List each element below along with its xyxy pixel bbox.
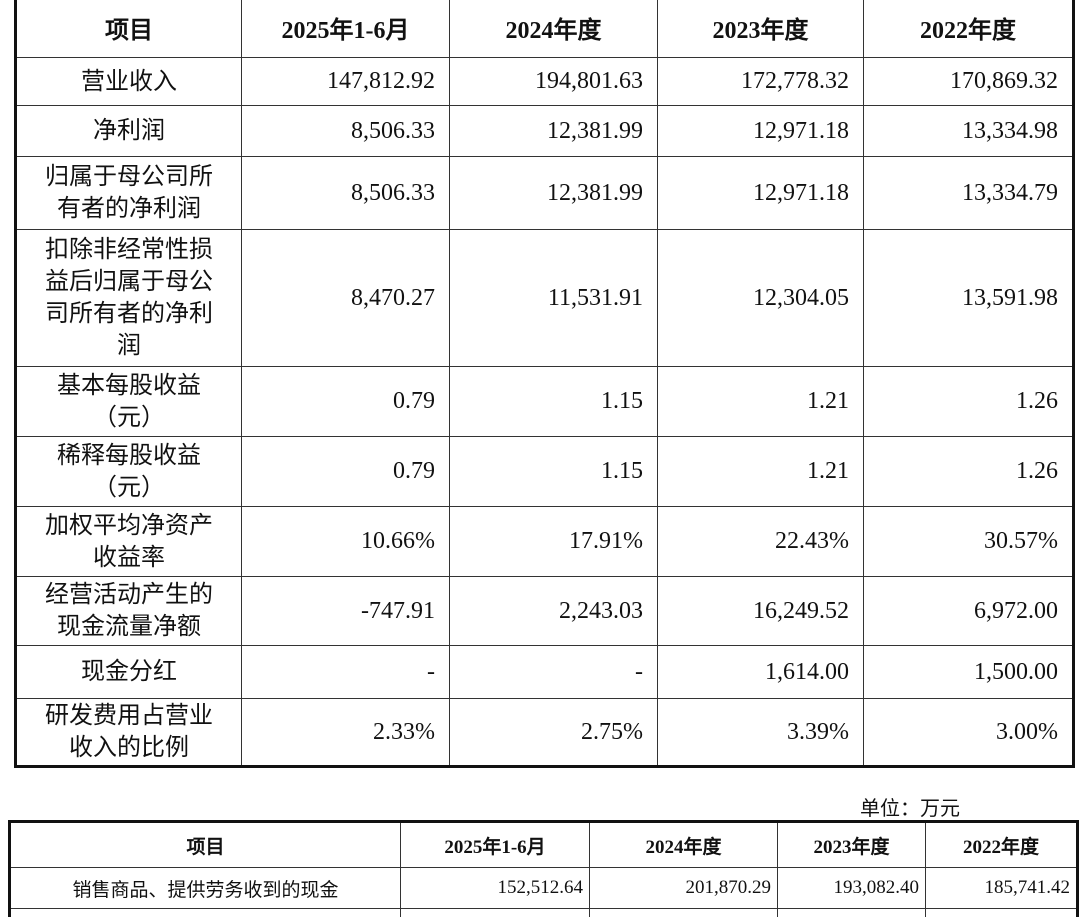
row-label: 扣除非经常性损益后归属于母公司所有者的净利润 — [16, 230, 242, 367]
value-cell: 201,870.29 — [590, 868, 778, 909]
value-cell: 1.15 — [450, 367, 658, 437]
value-cell: 185,741.42 — [926, 868, 1078, 909]
value-cell: 8,506.33 — [242, 106, 450, 157]
value-cell: 0.79 — [242, 367, 450, 437]
value-cell: 1.26 — [864, 437, 1074, 507]
value-cell: 3.00% — [864, 699, 1074, 767]
header-2022: 2022年度 — [864, 0, 1074, 58]
row-label: 现金分红 — [16, 646, 242, 699]
value-cell: 1.26 — [864, 367, 1074, 437]
row-label: 经营活动产生的现金流量净额 — [16, 577, 242, 646]
row-label: 营业收入 — [16, 58, 242, 106]
value-cell: 16,249.52 — [658, 577, 864, 646]
row-label: 稀释每股收益（元） — [16, 437, 242, 507]
header-item: 项目 — [10, 822, 401, 868]
row-label: 基本每股收益（元） — [16, 367, 242, 437]
empty-cell — [10, 909, 401, 917]
value-cell: 1.21 — [658, 367, 864, 437]
value-cell: 3.39% — [658, 699, 864, 767]
value-cell: 172,778.32 — [658, 58, 864, 106]
value-cell: 1,500.00 — [864, 646, 1074, 699]
row-label: 净利润 — [16, 106, 242, 157]
value-cell: 12,971.18 — [658, 157, 864, 230]
value-cell: 12,381.99 — [450, 157, 658, 230]
value-cell: 11,531.91 — [450, 230, 658, 367]
value-cell: 13,591.98 — [864, 230, 1074, 367]
value-cell: - — [450, 646, 658, 699]
header-2023: 2023年度 — [658, 0, 864, 58]
value-cell: 10.66% — [242, 507, 450, 577]
value-cell: 2,243.03 — [450, 577, 658, 646]
value-cell: 12,304.05 — [658, 230, 864, 367]
header-2024: 2024年度 — [450, 0, 658, 58]
value-cell: 17.91% — [450, 507, 658, 577]
value-cell: 13,334.98 — [864, 106, 1074, 157]
value-cell: 1.21 — [658, 437, 864, 507]
value-cell: 12,971.18 — [658, 106, 864, 157]
value-cell: 147,812.92 — [242, 58, 450, 106]
header-row: 项目 2025年1-6月 2024年度 2023年度 2022年度 — [16, 0, 1074, 58]
value-cell: 170,869.32 — [864, 58, 1074, 106]
header-2023: 2023年度 — [778, 822, 926, 868]
value-cell: 8,506.33 — [242, 157, 450, 230]
value-cell: 6,972.00 — [864, 577, 1074, 646]
header-2025h1: 2025年1-6月 — [401, 822, 590, 868]
value-cell: 22.43% — [658, 507, 864, 577]
value-cell: 193,082.40 — [778, 868, 926, 909]
empty-cell — [926, 909, 1078, 917]
value-cell: -747.91 — [242, 577, 450, 646]
header-2022: 2022年度 — [926, 822, 1078, 868]
row-label: 销售商品、提供劳务收到的现金 — [10, 868, 401, 909]
row-label: 归属于母公司所有者的净利润 — [16, 157, 242, 230]
header-2024: 2024年度 — [590, 822, 778, 868]
header-2025h1: 2025年1-6月 — [242, 0, 450, 58]
value-cell: 12,381.99 — [450, 106, 658, 157]
empty-cell — [401, 909, 590, 917]
value-cell: 1.15 — [450, 437, 658, 507]
header-item: 项目 — [16, 0, 242, 58]
cash-flow-table: 项目 2025年1-6月 2024年度 2023年度 2022年度 销售商品、提… — [8, 820, 1079, 917]
row-label: 研发费用占营业收入的比例 — [16, 699, 242, 767]
value-cell: 8,470.27 — [242, 230, 450, 367]
value-cell: 2.33% — [242, 699, 450, 767]
value-cell: 30.57% — [864, 507, 1074, 577]
row-label: 加权平均净资产收益率 — [16, 507, 242, 577]
empty-cell — [778, 909, 926, 917]
table-row — [10, 909, 1078, 917]
value-cell: 0.79 — [242, 437, 450, 507]
value-cell: - — [242, 646, 450, 699]
empty-cell — [590, 909, 778, 917]
value-cell: 194,801.63 — [450, 58, 658, 106]
header-row: 项目 2025年1-6月 2024年度 2023年度 2022年度 — [10, 822, 1078, 868]
value-cell: 152,512.64 — [401, 868, 590, 909]
unit-note: 单位：万元 — [860, 792, 960, 821]
value-cell: 13,334.79 — [864, 157, 1074, 230]
value-cell: 2.75% — [450, 699, 658, 767]
value-cell: 1,614.00 — [658, 646, 864, 699]
